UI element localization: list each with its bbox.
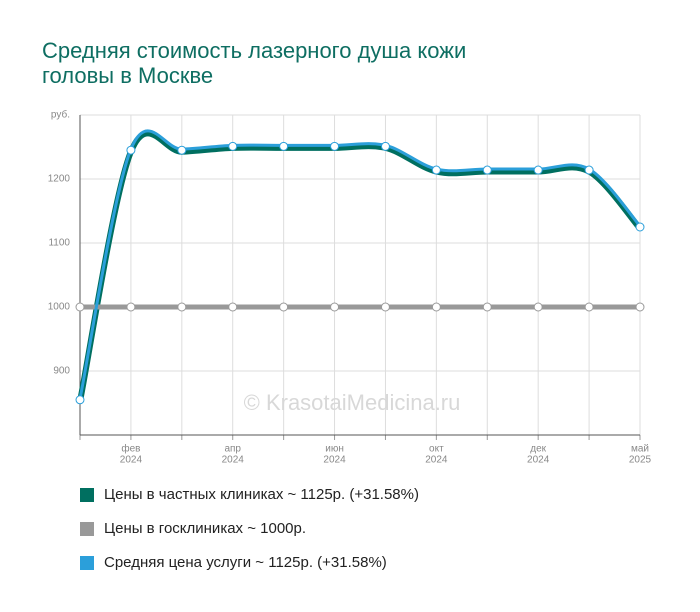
point [482, 302, 492, 312]
x-tick-label: 2024 [323, 455, 346, 466]
x-tick-label: июн [325, 444, 344, 455]
point [635, 222, 645, 232]
point [533, 165, 543, 175]
point [126, 145, 136, 155]
x-tick-label: дек [530, 444, 546, 455]
x-tick-label: 2024 [120, 455, 143, 466]
chart-title: головы в Москве [42, 63, 213, 88]
y-tick-label: руб. [51, 109, 70, 121]
point [380, 141, 390, 151]
legend-swatch [80, 556, 94, 570]
point [75, 302, 85, 312]
series-line [77, 130, 643, 402]
point [533, 302, 543, 312]
point [228, 141, 238, 151]
legend-label: Цены в частных клиниках ~ 1125р. (+31.58… [104, 486, 419, 503]
legend-swatch [80, 488, 94, 502]
legend-swatch [80, 522, 94, 536]
x-tick-label: окт [429, 444, 444, 455]
legend-label: Средняя цена услуги ~ 1125р. (+31.58%) [104, 554, 387, 571]
x-tick-label: 2025 [629, 455, 652, 466]
point [75, 395, 85, 405]
point [228, 302, 238, 312]
point [584, 302, 594, 312]
point [330, 302, 340, 312]
point [482, 165, 492, 175]
y-tick-label: 1100 [48, 238, 70, 249]
point [431, 302, 441, 312]
x-tick-label: 2024 [527, 455, 550, 466]
point [177, 145, 187, 155]
chart-title: Средняя стоимость лазерного душа кожи [42, 38, 466, 63]
point [431, 165, 441, 175]
y-tick-label: 900 [53, 366, 70, 377]
point [126, 302, 136, 312]
point [635, 302, 645, 312]
y-tick-label: 1000 [48, 302, 71, 313]
y-tick-label: 1200 [48, 174, 71, 185]
point [279, 302, 289, 312]
watermark: © KrasotaiMedicina.ru [244, 390, 461, 415]
point [330, 141, 340, 151]
point [584, 165, 594, 175]
point [380, 302, 390, 312]
x-tick-label: фев [121, 443, 140, 455]
x-tick-label: май [631, 444, 649, 455]
x-tick-label: 2024 [425, 455, 448, 466]
point [177, 302, 187, 312]
x-tick-label: апр [224, 444, 241, 455]
point [279, 141, 289, 151]
legend-label: Цены в госклиниках ~ 1000р. [104, 520, 306, 537]
x-tick-label: 2024 [222, 455, 245, 466]
